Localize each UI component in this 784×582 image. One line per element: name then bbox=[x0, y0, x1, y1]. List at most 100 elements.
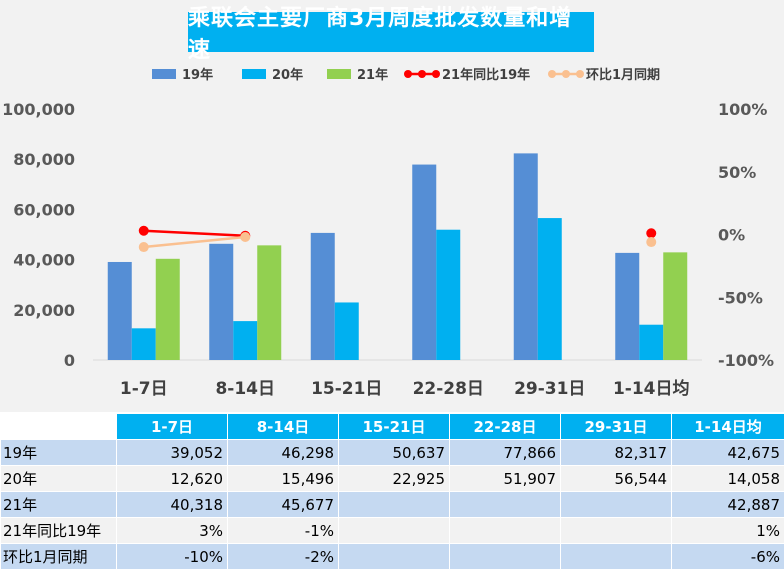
chart-area: 乘联会主要厂商3月周度批发数量和增速 0 20,000 40,000 60,000 80… bbox=[0, 0, 784, 412]
y-left-tick-label: 20,000 bbox=[13, 301, 75, 320]
table-header-cell: 22-28日 bbox=[449, 413, 561, 440]
table-cell: 56,544 bbox=[560, 465, 672, 492]
table-cell: -1% bbox=[227, 517, 339, 544]
legend-label: 20年 bbox=[272, 67, 303, 83]
point-环比1月同期 bbox=[646, 237, 657, 248]
table-cell bbox=[449, 517, 561, 544]
table-row: 19年 39,052 46,298 50,637 77,866 82,317 4… bbox=[0, 439, 784, 466]
bar-19年 bbox=[513, 153, 538, 360]
table-row-label: 20年 bbox=[0, 465, 117, 492]
table-cell: 46,298 bbox=[227, 439, 339, 466]
bar-19年 bbox=[107, 261, 132, 360]
line-segment-环比1月同期 bbox=[143, 235, 246, 249]
table-cell: 50,637 bbox=[338, 439, 450, 466]
y-right-tick-label: -100% bbox=[718, 351, 774, 370]
x-tick-label: 8-14日 bbox=[215, 379, 275, 399]
point-环比1月同期 bbox=[138, 242, 149, 253]
bar-20年 bbox=[436, 229, 461, 360]
legend-marker-21年同比19年 bbox=[404, 70, 412, 78]
x-tick-label: 15-21日 bbox=[311, 379, 382, 399]
table-cell bbox=[338, 543, 450, 570]
point-环比1月同期 bbox=[240, 232, 251, 243]
data-table: 1-7日 8-14日 15-21日 22-28日 29-31日 1-14日均 1… bbox=[0, 413, 784, 570]
table-cell: 14,058 bbox=[671, 465, 784, 492]
table-header-cell: 1-14日均 bbox=[671, 413, 784, 440]
table-row: 环比1月同期 -10% -2% -6% bbox=[0, 543, 784, 570]
table-cell: 82,317 bbox=[560, 439, 672, 466]
table-row-label: 21年 bbox=[0, 491, 117, 518]
y-left-tick-label: 100,000 bbox=[2, 100, 75, 119]
table-header-cell: 15-21日 bbox=[338, 413, 450, 440]
table-cell: 40,318 bbox=[116, 491, 228, 518]
legend-label: 19年 bbox=[182, 67, 213, 83]
table-cell bbox=[449, 543, 561, 570]
y-left-tick-label: 60,000 bbox=[13, 200, 75, 219]
table-cell: 12,620 bbox=[116, 465, 228, 492]
table-header-cell: 29-31日 bbox=[560, 413, 672, 440]
y-right-tick-label: 0% bbox=[718, 226, 745, 245]
point-21年同比19年 bbox=[138, 225, 149, 236]
y-right-tick-label: 100% bbox=[718, 100, 767, 119]
legend-swatch-19年 bbox=[152, 69, 176, 79]
legend-label: 环比1月同期 bbox=[586, 67, 660, 83]
table-cell: 3% bbox=[116, 517, 228, 544]
legend-swatch-20年 bbox=[242, 69, 266, 79]
table-cell: 77,866 bbox=[449, 439, 561, 466]
table-cell: 51,907 bbox=[449, 465, 561, 492]
bar-19年 bbox=[412, 164, 437, 360]
bar-20年 bbox=[334, 302, 359, 360]
x-tick-label: 1-7日 bbox=[120, 379, 168, 399]
table-cell bbox=[449, 491, 561, 518]
bar-19年 bbox=[615, 252, 640, 360]
legend-label: 21年同比19年 bbox=[442, 67, 530, 83]
table-header-cell: 1-7日 bbox=[116, 413, 228, 440]
y-left-tick-label: 40,000 bbox=[13, 251, 75, 270]
bar-21年 bbox=[663, 252, 688, 360]
table-cell: 42,887 bbox=[671, 491, 784, 518]
table-row-label: 19年 bbox=[0, 439, 117, 466]
x-tick-label: 29-31日 bbox=[514, 379, 585, 399]
legend-marker-21年同比19年 bbox=[432, 70, 440, 78]
legend-marker-环比1月同期 bbox=[562, 70, 570, 78]
legend-swatch-21年 bbox=[327, 69, 351, 79]
bar-19年 bbox=[310, 232, 335, 360]
y-right-tick-label: -50% bbox=[718, 288, 763, 307]
bar-21年 bbox=[257, 245, 282, 360]
table-header-row: 1-7日 8-14日 15-21日 22-28日 29-31日 1-14日均 bbox=[0, 413, 784, 440]
table-cell: -10% bbox=[116, 543, 228, 570]
table-cell bbox=[338, 517, 450, 544]
legend-label: 21年 bbox=[357, 67, 388, 83]
point-21年同比19年 bbox=[646, 228, 657, 239]
table-cell: 39,052 bbox=[116, 439, 228, 466]
legend-marker-21年同比19年 bbox=[418, 70, 426, 78]
table-row: 21年同比19年 3% -1% 1% bbox=[0, 517, 784, 544]
table-corner-cell bbox=[0, 413, 117, 440]
table-row: 21年 40,318 45,677 42,887 bbox=[0, 491, 784, 518]
table-cell bbox=[560, 543, 672, 570]
chart-svg: 0 20,000 40,000 60,000 80,000 100,000 -100% -50… bbox=[2, 67, 774, 399]
bar-20年 bbox=[131, 328, 156, 360]
table-cell: 1% bbox=[671, 517, 784, 544]
bar-20年 bbox=[537, 218, 562, 360]
table-row-label: 21年同比19年 bbox=[0, 517, 117, 544]
bar-20年 bbox=[639, 324, 664, 360]
y-left-tick-label: 0 bbox=[64, 351, 75, 370]
bar-19年 bbox=[209, 243, 234, 360]
y-right-tick-label: 50% bbox=[718, 163, 756, 182]
x-tick-label: 22-28日 bbox=[413, 379, 484, 399]
table-cell bbox=[560, 517, 672, 544]
table-cell: 22,925 bbox=[338, 465, 450, 492]
line-segment-21年同比19年 bbox=[143, 229, 246, 238]
table-cell: 15,496 bbox=[227, 465, 339, 492]
x-tick-label: 1-14日均 bbox=[613, 378, 690, 399]
table-cell: -2% bbox=[227, 543, 339, 570]
bar-20年 bbox=[233, 321, 258, 360]
table-row-label: 环比1月同期 bbox=[0, 543, 117, 570]
legend-marker-环比1月同期 bbox=[548, 70, 556, 78]
table-cell: 42,675 bbox=[671, 439, 784, 466]
table-cell bbox=[560, 491, 672, 518]
bar-21年 bbox=[155, 258, 180, 360]
table-cell: 45,677 bbox=[227, 491, 339, 518]
table-cell: -6% bbox=[671, 543, 784, 570]
